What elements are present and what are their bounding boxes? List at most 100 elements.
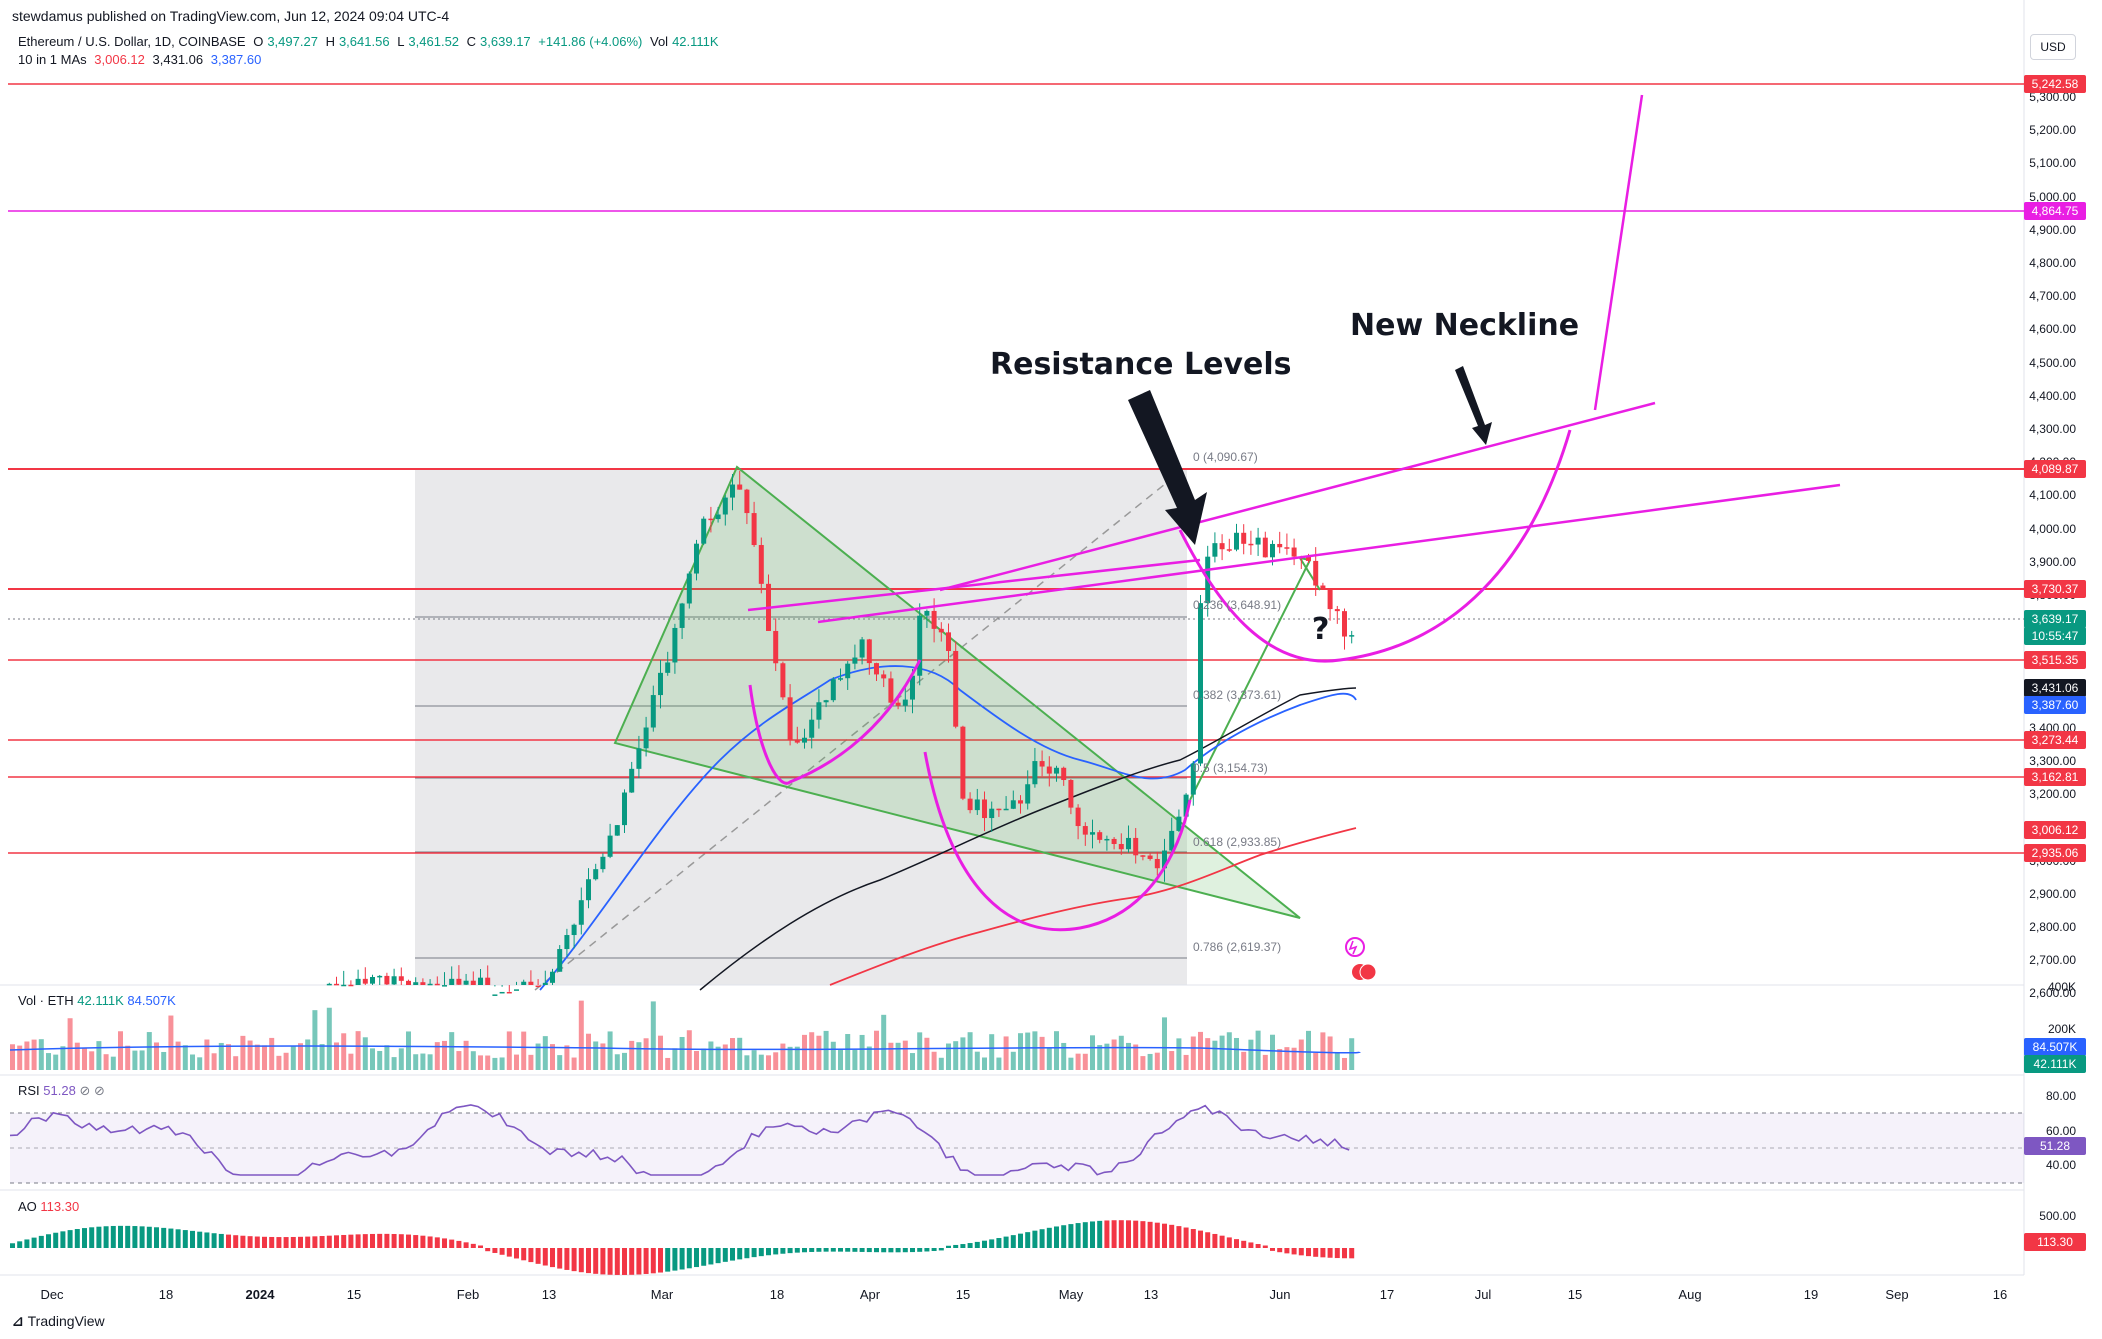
volume-bar bbox=[1313, 1053, 1319, 1070]
candle-body bbox=[622, 792, 627, 826]
candle-body bbox=[1061, 767, 1067, 781]
ao-bar bbox=[1270, 1248, 1275, 1251]
ao-bar bbox=[521, 1248, 527, 1261]
candle-body bbox=[542, 982, 548, 985]
ma-value-3: 3,387.60 bbox=[210, 52, 262, 67]
ao-bar bbox=[679, 1248, 685, 1270]
ao-bar bbox=[809, 1248, 815, 1252]
volume-bar bbox=[326, 1007, 332, 1070]
ao-bar bbox=[528, 1248, 534, 1263]
ao-bar bbox=[175, 1229, 181, 1248]
volume-bar bbox=[269, 1037, 275, 1070]
candle-body bbox=[737, 484, 743, 490]
ao-bar bbox=[514, 1248, 519, 1259]
ao-bar bbox=[139, 1226, 145, 1248]
ao-bar bbox=[982, 1240, 987, 1248]
ao-bar bbox=[989, 1239, 995, 1248]
volume-bar bbox=[190, 1054, 195, 1070]
ao-bar bbox=[1219, 1235, 1225, 1248]
ao-bar bbox=[1190, 1229, 1196, 1248]
rsi-axis-80: 80.00 bbox=[2045, 1089, 2076, 1103]
publisher-credit: stewdamus published on TradingView.com, … bbox=[12, 8, 450, 24]
candle-body bbox=[1018, 800, 1023, 804]
volume-bar bbox=[650, 1001, 656, 1070]
candle-body bbox=[802, 737, 807, 743]
volume-bar bbox=[305, 1039, 311, 1070]
ao-bar bbox=[67, 1230, 73, 1248]
volume-bar bbox=[701, 1048, 707, 1070]
ao-bar bbox=[845, 1248, 851, 1252]
ao-bar bbox=[1313, 1248, 1319, 1257]
ao-bar bbox=[715, 1248, 721, 1264]
currency-button[interactable]: USD bbox=[2030, 34, 2076, 60]
volume-bar bbox=[902, 1040, 908, 1070]
tag-3162: 3,162.81 bbox=[2024, 768, 2086, 786]
volume-bar bbox=[787, 1046, 793, 1070]
candle-body bbox=[643, 727, 649, 749]
ao-bar bbox=[60, 1231, 66, 1248]
volume-bar bbox=[521, 1031, 527, 1070]
candle-body bbox=[478, 977, 483, 985]
ao-bar bbox=[924, 1248, 930, 1252]
candle-body bbox=[557, 949, 563, 972]
volume-bar bbox=[384, 1045, 390, 1070]
ao-tag: 113.30 bbox=[2024, 1233, 2086, 1251]
volume-bar bbox=[967, 1032, 973, 1070]
ao-bar bbox=[442, 1238, 447, 1248]
candle-body bbox=[1068, 780, 1074, 808]
ma-label: 10 in 1 MAs bbox=[18, 52, 87, 67]
volume-bar bbox=[53, 1054, 59, 1070]
ao-bar bbox=[1018, 1233, 1023, 1248]
candle-body bbox=[751, 513, 757, 546]
ao-bar bbox=[362, 1234, 368, 1248]
candle-body bbox=[1306, 556, 1311, 561]
ao-bar bbox=[1262, 1245, 1268, 1248]
volume-bar bbox=[449, 1032, 455, 1070]
ao-bar bbox=[254, 1236, 260, 1248]
candle-body bbox=[866, 639, 872, 664]
ao-bar bbox=[182, 1230, 188, 1248]
rsi-legend: RSI 51.28 ⊘ ⊘ bbox=[18, 1083, 105, 1098]
ma-black-line bbox=[699, 687, 1357, 991]
volume-bar bbox=[175, 1041, 181, 1070]
ao-bar bbox=[1198, 1230, 1203, 1248]
ao-bar bbox=[1298, 1248, 1304, 1256]
volume-bar bbox=[1104, 1043, 1110, 1070]
price-axis-tick: 5,200.00 bbox=[2029, 123, 2076, 138]
tag-3431: 3,431.06 bbox=[2024, 679, 2086, 697]
ao-bar bbox=[730, 1248, 735, 1261]
ao-bar bbox=[650, 1248, 656, 1274]
candle-body bbox=[449, 978, 455, 985]
ao-bar bbox=[197, 1231, 203, 1248]
volume-bar bbox=[679, 1036, 685, 1070]
ao-bar bbox=[1104, 1220, 1110, 1248]
ao-bar bbox=[996, 1238, 1002, 1248]
volume-bar bbox=[89, 1051, 95, 1070]
volume-bar bbox=[485, 1055, 491, 1070]
volume-bar bbox=[312, 1010, 318, 1070]
volume-bar bbox=[1198, 1031, 1203, 1070]
price-axis-tick: 4,900.00 bbox=[2029, 222, 2076, 237]
volume-bar bbox=[218, 1042, 224, 1070]
ma-blue-line bbox=[539, 665, 1357, 991]
ao-bar bbox=[737, 1248, 743, 1260]
volume-bar bbox=[1219, 1035, 1225, 1070]
candle-body bbox=[996, 808, 1002, 811]
fib-label-618: 0.618 (2,933.85) bbox=[1193, 835, 1282, 849]
ao-bar bbox=[413, 1235, 419, 1248]
volume-bar bbox=[557, 1055, 563, 1070]
price-axis-tick: 4,300.00 bbox=[2029, 422, 2076, 436]
ao-bar bbox=[636, 1248, 642, 1275]
ao-bar bbox=[319, 1236, 325, 1248]
ao-bar bbox=[1061, 1225, 1067, 1248]
volume-bar bbox=[10, 1044, 15, 1070]
ao-bar bbox=[1226, 1237, 1232, 1248]
volume-bar bbox=[1090, 1035, 1095, 1070]
fib-label-786: 0.786 (2,619.37) bbox=[1193, 940, 1282, 954]
tag-2935: 2,935.06 bbox=[2024, 844, 2086, 862]
tradingview-logo[interactable]: ⊿ TradingView bbox=[12, 1313, 105, 1329]
time-axis-tick: May bbox=[1058, 1287, 1084, 1302]
ao-bar bbox=[391, 1233, 397, 1248]
candle-body bbox=[406, 980, 411, 985]
